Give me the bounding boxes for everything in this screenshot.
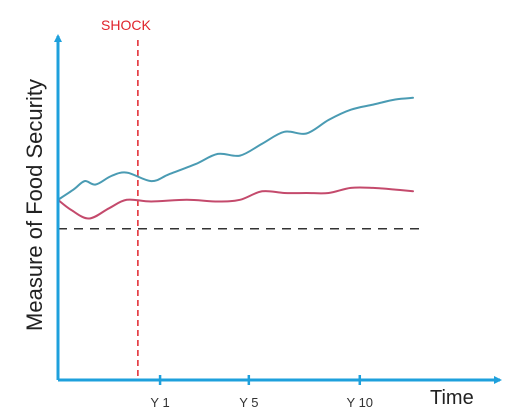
- x-tick-label: Y 5: [239, 395, 258, 410]
- x-tick-labels: Y 1 Y 5 Y 10: [150, 375, 373, 410]
- shock-label: SHOCK: [101, 17, 151, 33]
- x-axis-label: Time: [430, 387, 474, 409]
- x-tick-label: Y 1: [150, 395, 169, 410]
- y-axis-label: Measure of Food Security: [22, 79, 47, 331]
- x-tick-label: Y 10: [347, 395, 374, 410]
- series-line-upper: [57, 96, 414, 201]
- plot-area: [57, 40, 425, 378]
- series-line-lower: [57, 186, 414, 220]
